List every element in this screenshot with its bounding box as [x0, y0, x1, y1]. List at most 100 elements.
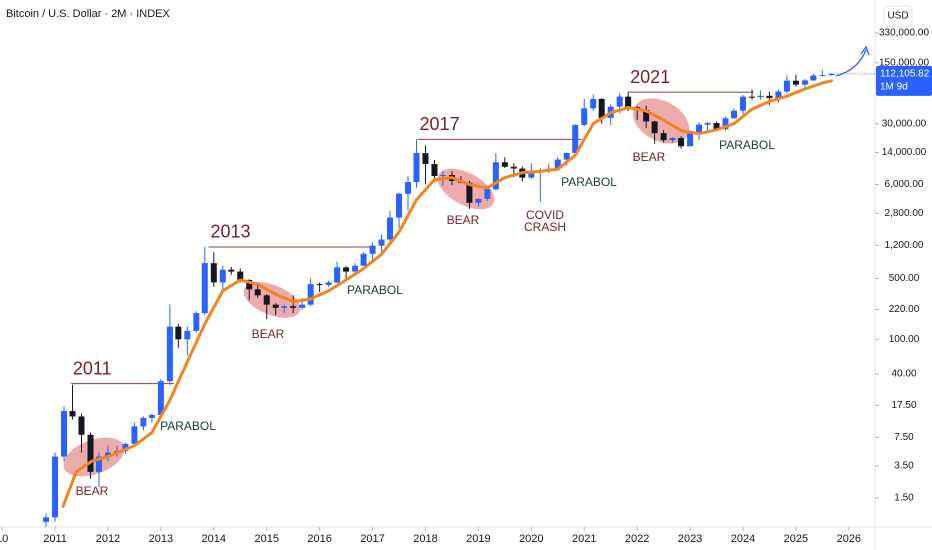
candle-body [775, 91, 782, 99]
annotation: PARABOL [719, 138, 775, 152]
x-tick-label: 2023 [678, 533, 702, 545]
candle-body [616, 96, 623, 107]
candle-body [713, 123, 720, 130]
x-tick-label: 2021 [572, 533, 596, 545]
candle-body [669, 138, 676, 141]
candle-body [625, 96, 632, 108]
y-tick-label: 500.00 [889, 273, 920, 284]
candle-body [254, 289, 261, 296]
candle-body [299, 304, 306, 308]
candle-body [352, 265, 359, 272]
candle-body [104, 452, 111, 457]
annotation: PARABOL [561, 175, 617, 189]
candle-body [696, 124, 703, 134]
level-label: 2013 [211, 222, 251, 242]
currency-box[interactable] [883, 5, 913, 27]
candle-body [422, 153, 429, 165]
candle-body [678, 138, 685, 147]
candle-body [643, 109, 650, 122]
candle-body [290, 306, 297, 308]
candle-body [484, 189, 491, 199]
candle-body [651, 121, 658, 134]
last-price-label: 112,105.82 [880, 68, 930, 79]
y-tick-label: 3.50 [894, 461, 914, 472]
candle-body [492, 162, 499, 190]
y-tick-label: 6,000.00 [885, 179, 924, 190]
y-tick-label: 17.50 [891, 400, 916, 411]
candle-body [387, 217, 394, 240]
candle-body [175, 326, 182, 340]
candle-body [590, 98, 597, 109]
x-tick-label: 2012 [96, 533, 120, 545]
candle-body [792, 80, 799, 85]
level-label: 2021 [630, 67, 670, 87]
candle-body [87, 434, 94, 472]
candle-body [722, 118, 729, 130]
y-tick-label: 150,000.00 [879, 57, 929, 68]
candle-body [228, 269, 235, 272]
candle-body [660, 133, 667, 141]
countdown: 1M 9d [880, 81, 908, 92]
candle-body [396, 193, 403, 218]
y-tick-label: 1.50 [894, 493, 914, 504]
forecast-arrowhead [860, 45, 870, 56]
annotation: PARABOL [347, 283, 403, 297]
y-tick-label: 30,000.00 [882, 118, 927, 129]
candle-body [131, 426, 138, 444]
currency: USD [887, 11, 908, 22]
candle-body [572, 124, 579, 154]
candle-body [687, 133, 694, 147]
last-price-tag [876, 65, 932, 96]
level-label: 2011 [73, 358, 112, 378]
candle-body [466, 182, 473, 203]
y-tick-label: 2,800.00 [885, 208, 924, 219]
candle-body [281, 306, 288, 308]
candle-body [563, 153, 570, 160]
candle-body [748, 96, 755, 98]
y-tick-label: 7.50 [894, 432, 914, 443]
candle-body [219, 269, 226, 283]
candle-body [78, 416, 85, 435]
candle-body [581, 108, 588, 125]
x-tick-label: 2015 [254, 533, 278, 545]
x-tick-label: 2013 [149, 533, 173, 545]
x-tick-label: 2018 [413, 533, 437, 545]
moving-average [61, 79, 833, 508]
candle-body [52, 456, 59, 518]
candle-body [263, 295, 270, 305]
annotation: BEAR [447, 213, 480, 227]
candle-body [237, 271, 244, 280]
candle-body [704, 123, 711, 125]
annotation: COVID [526, 208, 564, 222]
candle-body [510, 166, 517, 169]
candle-body [501, 162, 508, 167]
candle-body [369, 245, 376, 254]
candle-body [739, 96, 746, 111]
x-tick-label: 2026 [837, 533, 861, 545]
candle-body [210, 263, 217, 283]
candle-body [122, 443, 129, 452]
candle-body [439, 175, 446, 177]
x-tick-label: 2025 [784, 533, 808, 545]
level-label: 2017 [420, 114, 460, 134]
bear-highlight [63, 437, 125, 477]
forecast-arrow [835, 49, 867, 77]
candle-body [140, 417, 147, 427]
x-tick-label: 2017 [360, 533, 384, 545]
candle-body [325, 282, 332, 286]
candle-body [95, 456, 102, 472]
candle-body [766, 95, 773, 99]
candle-body [334, 267, 341, 283]
y-tick-label: 330,000.00 [879, 28, 929, 39]
y-tick-label: 100.00 [889, 334, 920, 345]
y-tick-label: 220.00 [889, 304, 920, 315]
candle-body [343, 267, 350, 272]
annotation: CRASH [524, 220, 566, 234]
candle-body [413, 153, 420, 183]
candle-body [431, 164, 438, 177]
candle-body [554, 159, 561, 169]
candle-body [757, 95, 764, 98]
candle-body [475, 198, 482, 203]
